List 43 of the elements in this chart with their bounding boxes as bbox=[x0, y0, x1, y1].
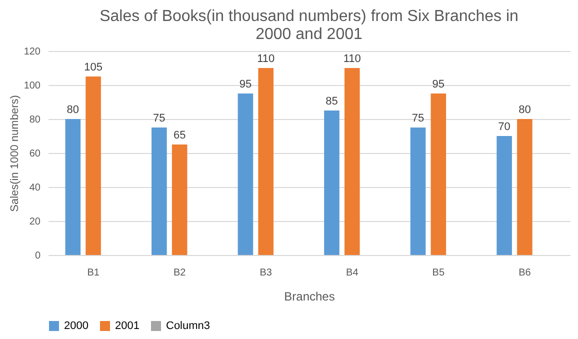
bar bbox=[496, 136, 512, 255]
x-axis-title: Branches bbox=[284, 290, 335, 304]
chart-title: Sales of Books(in thousand numbers) from Six Branches in 2000 and 2001 bbox=[100, 8, 518, 43]
bar bbox=[324, 110, 340, 255]
x-tick-label: B5 bbox=[432, 268, 445, 278]
y-tick-label: 40 bbox=[29, 182, 41, 194]
bar bbox=[65, 119, 81, 255]
y-tick-label: 120 bbox=[24, 46, 41, 58]
y-tick-label: 80 bbox=[29, 114, 41, 126]
data-label: 105 bbox=[84, 62, 102, 74]
y-axis-title: Sales(in 1000 numbers) bbox=[8, 95, 21, 212]
y-tick-label: 0 bbox=[34, 250, 41, 262]
bar bbox=[344, 68, 360, 255]
legend-label: 2001 bbox=[115, 320, 140, 332]
x-tick-label: B4 bbox=[346, 268, 359, 278]
data-label: 85 bbox=[326, 96, 338, 108]
bar bbox=[86, 76, 101, 255]
y-tick-label: 60 bbox=[29, 148, 41, 160]
y-tick-label: 20 bbox=[29, 216, 41, 228]
bar bbox=[517, 119, 532, 255]
data-label: 80 bbox=[518, 104, 531, 116]
bar bbox=[152, 128, 167, 255]
data-label: 80 bbox=[66, 104, 80, 116]
data-label: 110 bbox=[343, 53, 361, 65]
legend-label: Column3 bbox=[166, 320, 210, 332]
bar bbox=[430, 94, 446, 255]
x-tick-label: B6 bbox=[518, 268, 532, 278]
bar bbox=[410, 128, 426, 255]
data-label: 65 bbox=[173, 130, 186, 142]
x-tick-label: B3 bbox=[260, 268, 272, 278]
data-label: 110 bbox=[257, 53, 275, 65]
data-label: 75 bbox=[412, 112, 424, 124]
y-tick-label: 100 bbox=[24, 80, 41, 92]
data-label: 95 bbox=[239, 78, 252, 90]
bar bbox=[258, 68, 274, 255]
x-tick-label: B1 bbox=[87, 268, 100, 278]
x-tick-label: B2 bbox=[173, 268, 186, 278]
data-label: 70 bbox=[498, 121, 510, 133]
bar bbox=[172, 144, 188, 255]
legend-label: 2000 bbox=[64, 320, 88, 332]
data-label: 95 bbox=[432, 78, 445, 90]
bar bbox=[238, 94, 254, 255]
data-label: 75 bbox=[153, 112, 166, 124]
